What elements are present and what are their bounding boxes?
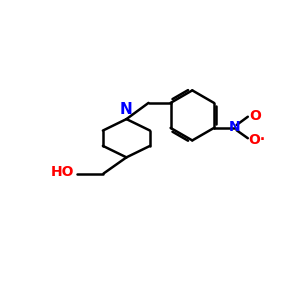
Text: O·: O· xyxy=(249,133,266,147)
Text: N: N xyxy=(229,120,240,134)
Text: O: O xyxy=(249,109,261,122)
Text: N: N xyxy=(120,102,133,117)
Text: HO: HO xyxy=(51,165,75,179)
